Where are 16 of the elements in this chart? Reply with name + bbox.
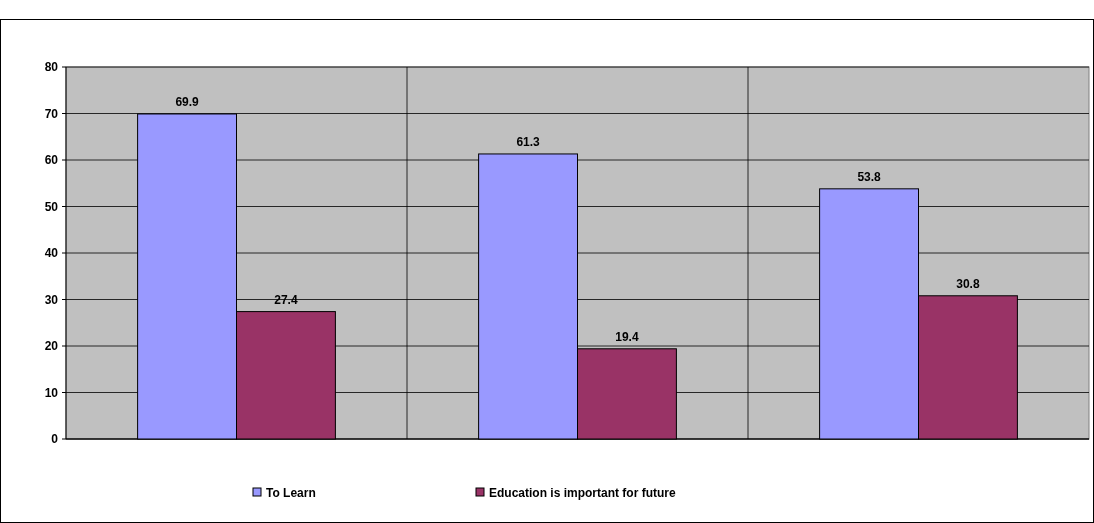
y-tick-label: 50 — [44, 199, 59, 214]
legend-label: Education is important for future — [489, 486, 676, 501]
data-label: 61.3 — [516, 134, 541, 149]
y-tick-label: 10 — [44, 385, 59, 400]
y-tick-label: 80 — [44, 60, 59, 75]
data-label: 19.4 — [615, 329, 639, 344]
y-tick-label: 40 — [44, 246, 59, 261]
data-label: 30.8 — [956, 276, 980, 291]
data-label: 69.9 — [175, 94, 200, 109]
y-tick-label: 0 — [51, 432, 59, 447]
y-tick-label: 20 — [44, 339, 59, 354]
data-label: 53.8 — [857, 169, 882, 184]
y-tick-label: 70 — [44, 106, 59, 121]
y-tick-label: 30 — [44, 292, 59, 307]
y-tick-label: 60 — [44, 153, 59, 168]
legend-label: To Learn — [266, 486, 316, 501]
